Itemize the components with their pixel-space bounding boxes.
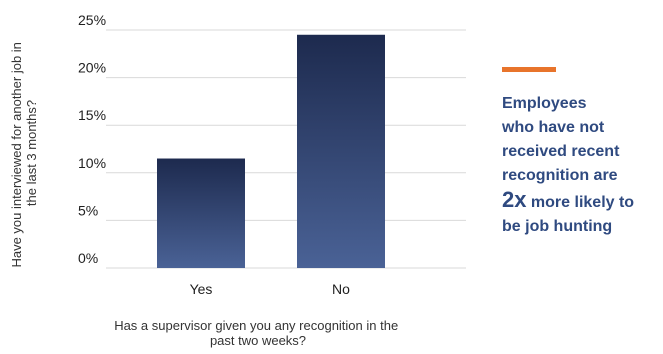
x-axis-title: Has a supervisor given you any recogniti… [114, 318, 402, 348]
bar-chart: 0% 5% 10% 15% 20% 25% Yes No Has a supervisor … [9, 12, 466, 348]
y-tick-label: 15% [78, 107, 106, 123]
callout-line: 2x more likely to [502, 188, 663, 215]
bar-yes [157, 158, 245, 268]
callout-text: Employees who have not received recent r… [502, 92, 663, 239]
callout-line: Employees [502, 95, 587, 112]
callout-line: received recent [502, 143, 620, 160]
y-tick-label: 20% [78, 60, 106, 76]
accent-divider [502, 67, 556, 72]
callout-emphasis: 2x [502, 187, 527, 212]
y-axis-title: Have you interviewed for another job in … [9, 38, 39, 267]
x-tick-label: No [332, 281, 350, 297]
bar-no [297, 34, 385, 269]
y-tick-label: 5% [78, 202, 98, 218]
callout-line-rest: more likely to [526, 194, 635, 211]
y-tick-label: 10% [78, 155, 106, 171]
y-tick-label: 25% [78, 12, 106, 28]
y-tick-label: 0% [78, 250, 98, 266]
callout-line: recognition are [502, 167, 618, 184]
callout-line: be job hunting [502, 218, 613, 235]
x-tick-label: Yes [190, 281, 213, 297]
callout-line: who have not [502, 119, 605, 136]
